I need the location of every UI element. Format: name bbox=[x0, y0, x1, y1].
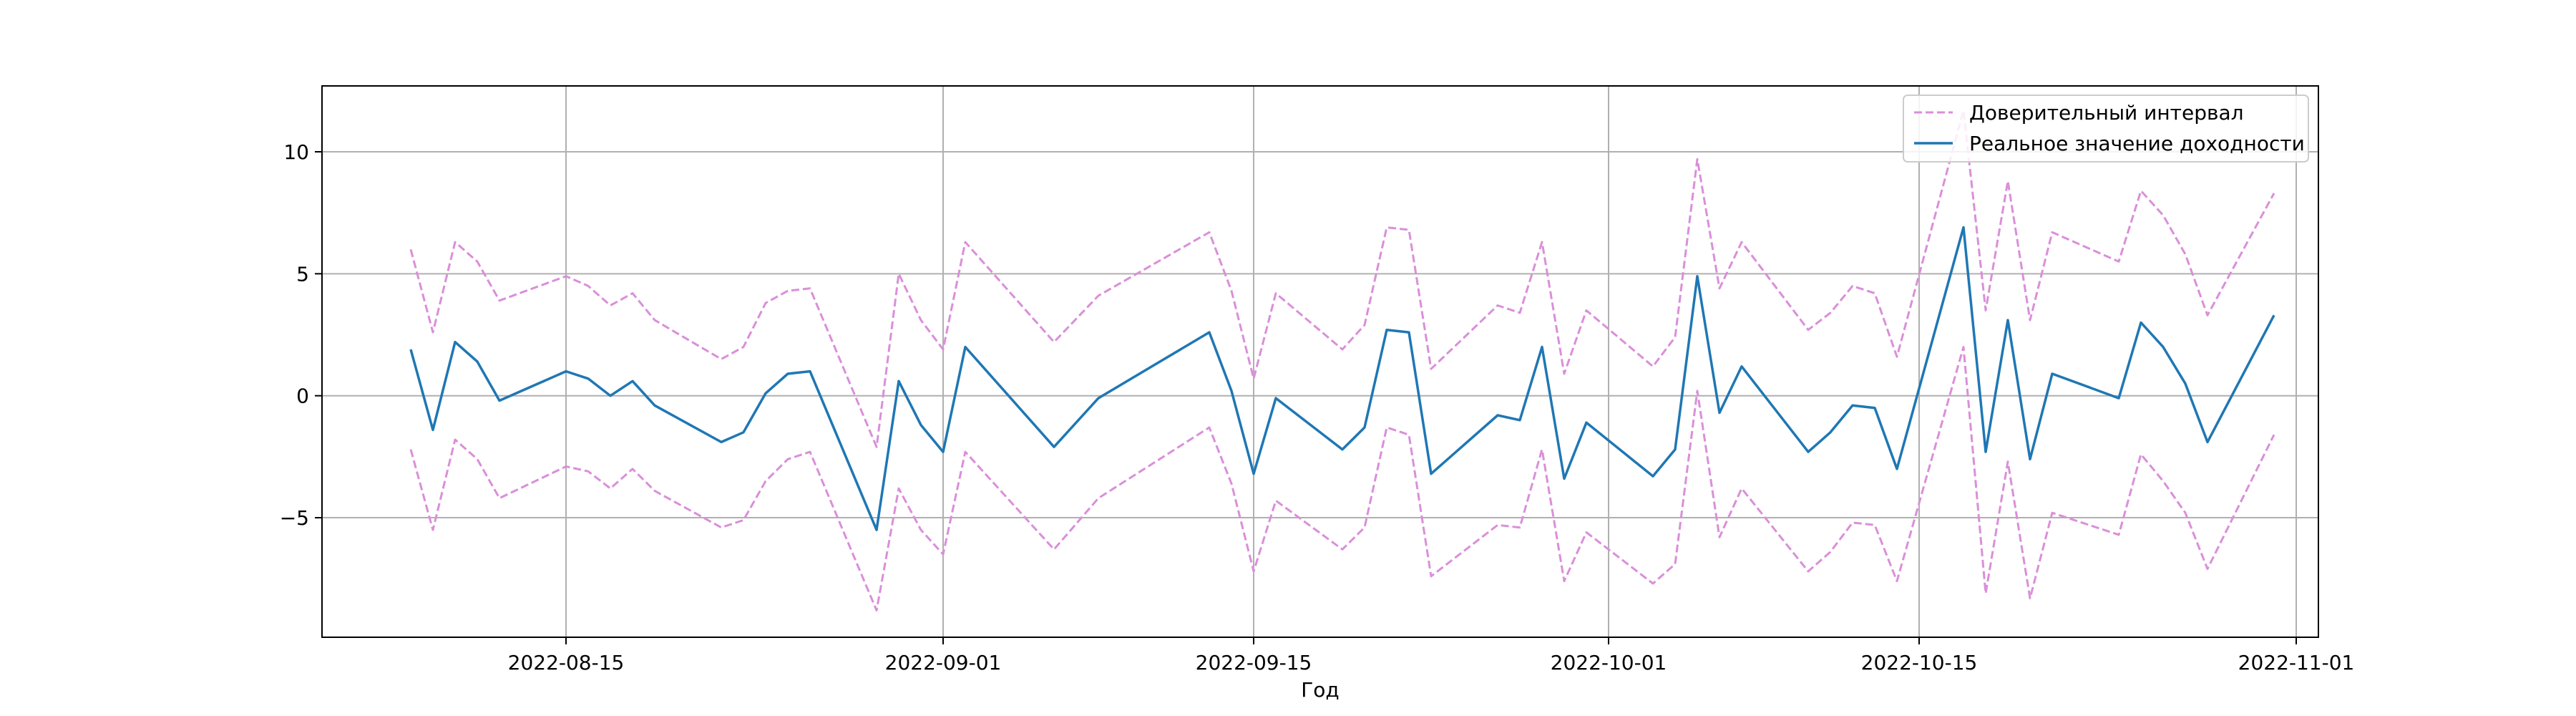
legend-label-confidence-interval: Доверительный интервал bbox=[1969, 101, 2244, 125]
axis-ticks: 2022-08-15 2022-09-01 2022-09-15 2022-10-01… bbox=[280, 140, 2355, 674]
plot-area-frame bbox=[321, 85, 2319, 638]
legend-label-actual-return: Реальное значение доходности bbox=[1969, 132, 2305, 155]
x-tick-label: 2022-10-15 bbox=[1861, 651, 1978, 674]
legend: Доверительный интервал Реальное значение… bbox=[1903, 95, 2309, 163]
x-tick-label: 2022-11-01 bbox=[2238, 651, 2355, 674]
y-tick-label: 0 bbox=[296, 384, 309, 408]
y-tick-label: −5 bbox=[280, 506, 309, 530]
y-tick-label: 5 bbox=[296, 262, 309, 286]
x-tick-label: 2022-09-15 bbox=[1196, 651, 1312, 674]
y-tick-label: 10 bbox=[283, 140, 309, 164]
legend-box bbox=[1903, 95, 2309, 163]
x-tick-label: 2022-10-01 bbox=[1551, 651, 1667, 674]
x-axis-title: Год bbox=[1301, 678, 1340, 702]
confidence-interval-upper-line bbox=[409, 109, 2275, 448]
x-tick-label: 2022-09-01 bbox=[885, 651, 1002, 674]
confidence-interval-lower-line bbox=[409, 346, 2275, 611]
series-layer bbox=[409, 109, 2275, 611]
x-tick-label: 2022-08-15 bbox=[508, 651, 625, 674]
